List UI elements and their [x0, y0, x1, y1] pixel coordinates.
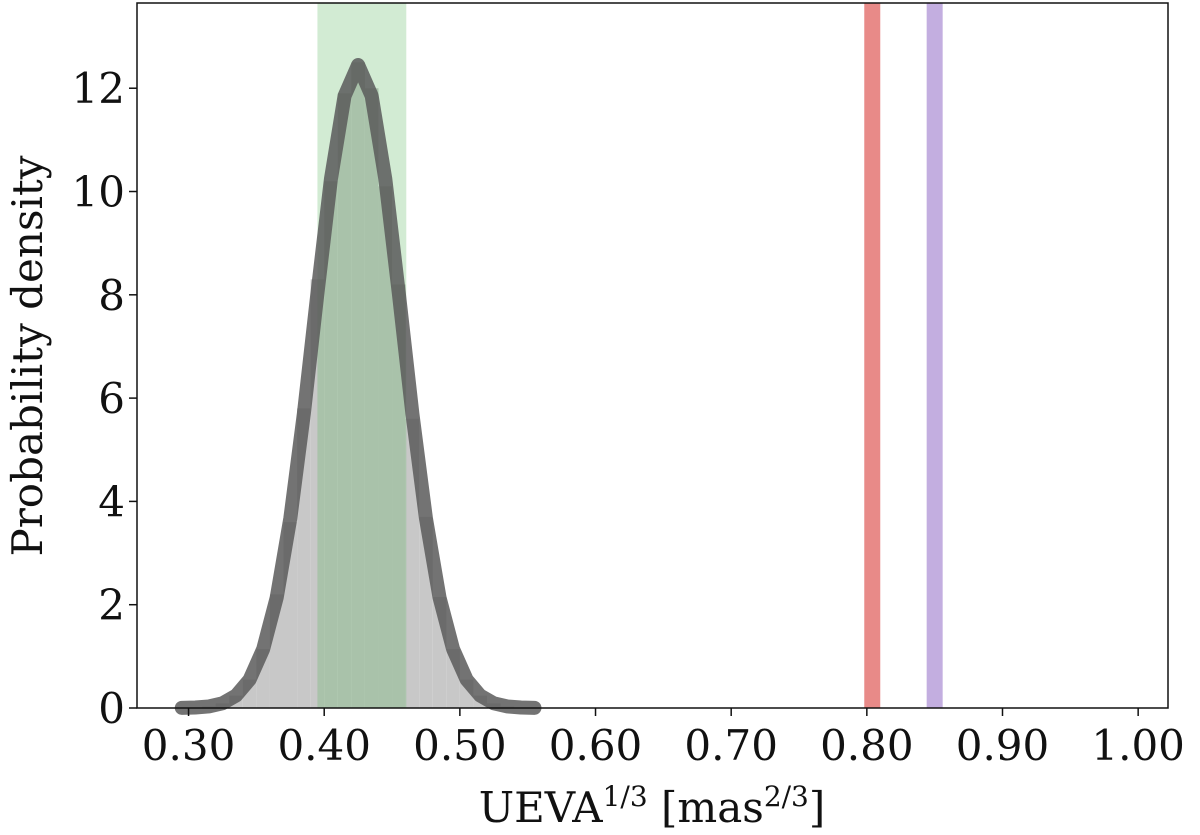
x-label-sup: 2/3	[764, 780, 809, 813]
y-tick-label: 8	[98, 271, 125, 320]
histogram-bar	[364, 88, 379, 708]
histogram-bar	[392, 284, 406, 708]
density-curve	[174, 57, 542, 715]
x-label-part: ]	[809, 783, 825, 832]
x-tick-label: 0.40	[277, 721, 371, 770]
y-tick-label: 12	[72, 64, 125, 113]
y-tick-label: 4	[98, 477, 125, 526]
plot-frame	[136, 2, 1169, 709]
x-tick-label: 1.00	[1091, 721, 1185, 770]
x-label-part: UEVA	[479, 783, 604, 832]
histogram-bar	[324, 181, 338, 708]
histogram-bar	[310, 279, 325, 708]
x-tick-label: 0.90	[956, 721, 1050, 770]
x-tick-label: 0.80	[820, 721, 914, 770]
x-tick-label: 0.50	[413, 721, 507, 770]
x-tick-label: 0.30	[142, 721, 236, 770]
histogram-bar	[351, 62, 365, 708]
y-tick-label: 6	[98, 374, 125, 423]
y-tick-label: 2	[98, 581, 125, 630]
x-tick-label: 0.60	[549, 721, 643, 770]
histogram-bar	[337, 93, 352, 708]
interval-span	[317, 3, 407, 708]
x-axis-label: UEVA1/3 [mas2/3]	[479, 780, 826, 832]
y-tick-label: 10	[72, 168, 125, 217]
y-axis-label: Probability density	[3, 155, 52, 556]
histogram-bar	[378, 186, 393, 708]
y-tick-label: 0	[98, 684, 125, 733]
x-label-part: [mas	[648, 783, 764, 832]
x-label-sup: 1/3	[603, 780, 648, 813]
x-tick-label: 0.70	[684, 721, 778, 770]
